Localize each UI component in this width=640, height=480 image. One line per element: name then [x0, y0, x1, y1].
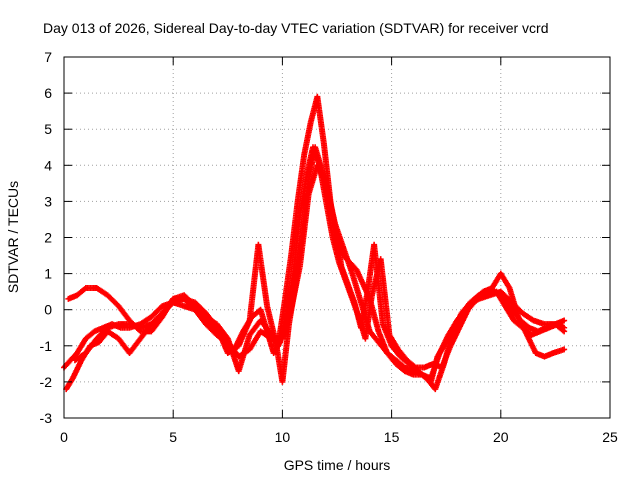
x-tick-label: 10 — [275, 429, 291, 445]
series-track-d — [71, 144, 568, 371]
y-tick-label: -1 — [40, 338, 53, 354]
series-track-b — [63, 144, 568, 393]
y-tick-label: 0 — [44, 302, 52, 318]
data-point-marker — [561, 346, 568, 353]
y-tick-label: 7 — [44, 49, 52, 65]
y-tick-label: 3 — [44, 193, 52, 209]
x-tick-label: 20 — [493, 429, 509, 445]
x-axis-label: GPS time / hours — [284, 457, 391, 473]
y-tick-label: 1 — [44, 266, 52, 282]
y-tick-label: 2 — [44, 230, 52, 246]
y-tick-label: -2 — [40, 374, 53, 390]
y-axis-label: SDTVAR / TECUs — [5, 181, 21, 293]
chart-title: Day 013 of 2026, Sidereal Day-to-day VTE… — [43, 20, 549, 36]
x-tick-label: 0 — [60, 429, 68, 445]
data-marks — [61, 93, 568, 393]
y-tick-label: -3 — [40, 410, 53, 426]
x-tick-label: 15 — [384, 429, 400, 445]
data-point-marker — [561, 324, 568, 331]
y-tick-label: 6 — [44, 85, 52, 101]
series-track-c — [65, 162, 568, 382]
data-point-marker — [561, 317, 568, 324]
x-tick-label: 25 — [602, 429, 618, 445]
y-tick-label: 4 — [44, 157, 52, 173]
y-tick-label: 5 — [44, 121, 52, 137]
x-tick-label: 5 — [169, 429, 177, 445]
axis-ticks: 0 5 10 15 20 25 -3 -2 -1 0 1 2 3 4 5 6 7 — [40, 49, 618, 445]
